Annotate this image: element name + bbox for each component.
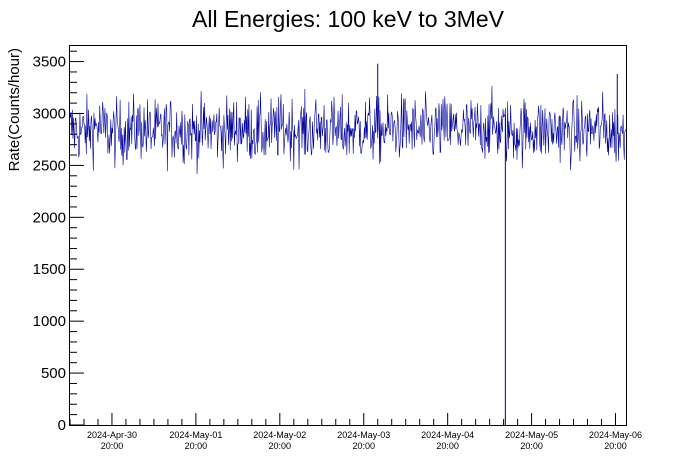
x-tick-label-time: 20:00 xyxy=(269,441,292,451)
x-tick-label-time: 20:00 xyxy=(352,441,375,451)
x-tick-label-time: 20:00 xyxy=(436,441,459,451)
y-tick-label: 2000 xyxy=(33,209,66,226)
y-axis: 0 500 1000 1500 2000 2500 3000 3500 xyxy=(33,50,84,434)
x-tick-label-time: 20:00 xyxy=(185,441,208,451)
y-axis-label: Rate(Counts/hour) xyxy=(6,48,23,171)
plot-frame xyxy=(69,45,627,426)
x-tick-label-date: 2024-May-06 xyxy=(589,430,642,440)
y-tick-label: 0 xyxy=(58,417,66,434)
y-tick-label: 1000 xyxy=(33,313,66,330)
y-tick-label: 3000 xyxy=(33,105,66,122)
chart-title: All Energies: 100 keV to 3MeV xyxy=(192,6,505,32)
x-tick-label-date: 2024-May-03 xyxy=(337,430,390,440)
x-tick-label-date: 2024-May-01 xyxy=(169,430,222,440)
y-tick-label: 2500 xyxy=(33,157,66,174)
series-layer xyxy=(69,63,627,425)
y-tick-label: 500 xyxy=(41,365,66,382)
x-tick-label-date: 2024-May-05 xyxy=(505,430,558,440)
x-tick-label-date: 2024-May-04 xyxy=(421,430,474,440)
x-tick-label-date: 2024-Apr-30 xyxy=(87,430,137,440)
series-line xyxy=(69,86,627,175)
x-tick-label-time: 20:00 xyxy=(604,441,627,451)
x-axis: 2024-Apr-3020:002024-May-0120:002024-May… xyxy=(69,413,642,451)
y-tick-label: 3500 xyxy=(33,54,66,71)
x-tick-label-time: 20:00 xyxy=(520,441,543,451)
x-tick-label-time: 20:00 xyxy=(101,441,124,451)
x-tick-label-date: 2024-May-02 xyxy=(253,430,306,440)
y-tick-label: 1500 xyxy=(33,261,66,278)
